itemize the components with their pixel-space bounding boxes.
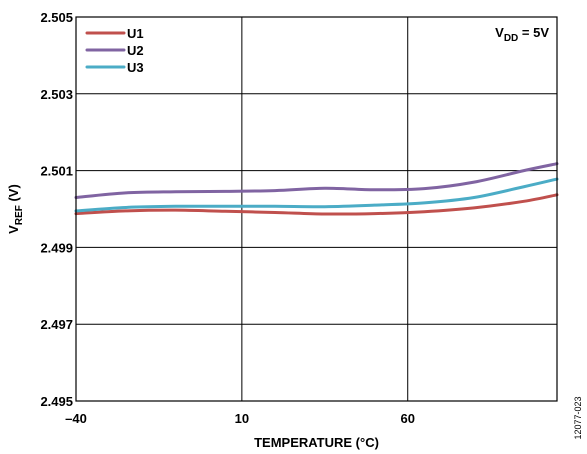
y-tick-labels: 2.495 2.497 2.499 2.501 2.503 2.505: [40, 10, 73, 409]
legend-label-u3: U3: [127, 60, 144, 75]
y-tick-label-5: 2.505: [40, 10, 73, 25]
y-axis-label: VREF (V): [6, 184, 25, 234]
x-axis-label: TEMPERATURE (°C): [254, 435, 379, 450]
vdd-annotation-rest: = 5V: [518, 25, 549, 40]
y-axis-label-main: V: [6, 225, 21, 234]
legend-label-u1: U1: [127, 26, 144, 41]
series-line-u1: [74, 193, 559, 216]
y-axis-label-unit: (V): [6, 184, 21, 205]
x-tick-label-2: 60: [400, 411, 414, 426]
vdd-annotation-subscript: DD: [504, 33, 518, 44]
y-tick-label-4: 2.503: [40, 87, 73, 102]
vdd-annotation: VDD = 5V: [495, 25, 549, 44]
x-tick-labels: –40 10 60: [65, 411, 415, 426]
y-axis-label-subscript: REF: [14, 205, 25, 225]
vdd-annotation-main: V: [495, 25, 504, 40]
y-tick-label-2: 2.499: [40, 240, 73, 255]
y-tick-label-0: 2.495: [40, 394, 73, 409]
y-tick-label-3: 2.501: [40, 164, 73, 179]
series-line-u3: [74, 177, 559, 213]
data-series: [74, 162, 559, 216]
x-tick-label-1: 10: [235, 411, 249, 426]
legend-label-u2: U2: [127, 43, 144, 58]
legend: U1 U2 U3: [85, 26, 144, 75]
series-line-u2: [74, 162, 559, 199]
y-tick-label-1: 2.497: [40, 317, 73, 332]
plot-frame: [75, 16, 558, 402]
x-tick-label-0: –40: [65, 411, 87, 426]
figure-number: 12077-023: [573, 396, 583, 439]
